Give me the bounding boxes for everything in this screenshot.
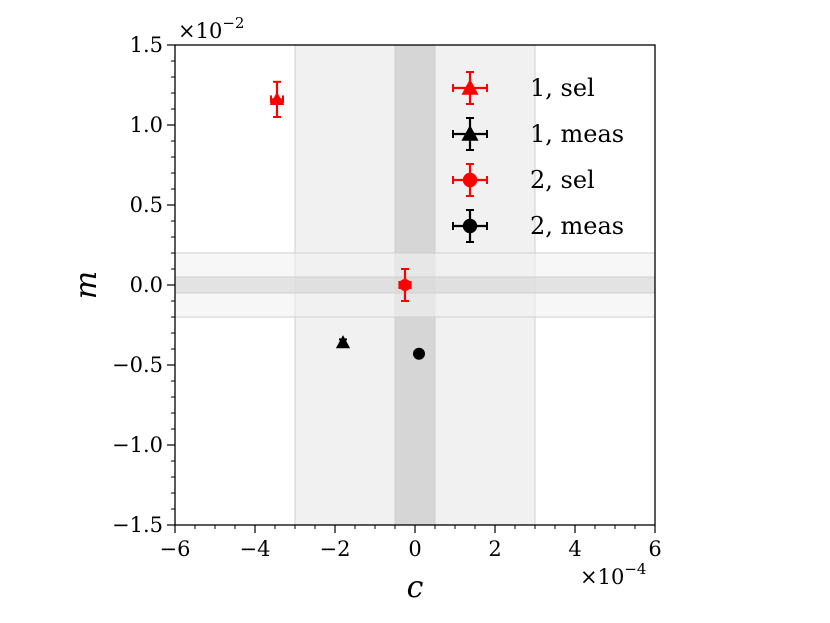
horizontal-band-1 bbox=[174, 276, 656, 294]
y-tick-label: 0.0 bbox=[130, 273, 163, 297]
data-point-1 bbox=[335, 335, 351, 349]
y-axis-label: m bbox=[69, 271, 104, 299]
x-tick-label: −2 bbox=[320, 537, 351, 561]
y-tick-label: −1.5 bbox=[112, 513, 163, 537]
y-tick-label: 0.5 bbox=[130, 193, 163, 217]
legend-handle-marker bbox=[462, 218, 478, 234]
y-tick-label: −0.5 bbox=[112, 353, 163, 377]
x-tick-label: 6 bbox=[648, 537, 661, 561]
x-multiplier-exponent: −4 bbox=[624, 560, 646, 578]
legend-handle-marker bbox=[462, 172, 478, 188]
data-point-3 bbox=[413, 347, 425, 360]
y-tick-label: 1.5 bbox=[130, 33, 163, 57]
data-point-0 bbox=[269, 91, 285, 106]
y-multiplier-exponent: −2 bbox=[222, 14, 244, 32]
x-tick-label: −4 bbox=[240, 537, 271, 561]
x-axis-label: c bbox=[407, 570, 424, 605]
legend-entry-label: 1, meas bbox=[530, 120, 624, 148]
y-multiplier: ×10−2 bbox=[178, 14, 244, 43]
data-point-2 bbox=[399, 279, 411, 291]
legend-entry-label: 2, sel bbox=[530, 166, 595, 194]
x-tick-label: −6 bbox=[160, 537, 191, 561]
legend-entry-label: 1, sel bbox=[530, 74, 595, 102]
x-tick-label: 4 bbox=[568, 537, 581, 561]
y-tick-label: 1.0 bbox=[130, 113, 163, 137]
y-tick-label: −1.0 bbox=[112, 433, 163, 457]
x-multiplier: ×10−4 bbox=[580, 560, 646, 589]
legend-handle-marker bbox=[461, 125, 479, 141]
x-tick-label: 2 bbox=[488, 537, 501, 561]
legend-handle-marker bbox=[461, 79, 479, 95]
x-tick-label: 0 bbox=[408, 537, 421, 561]
legend-entry-label: 2, meas bbox=[530, 212, 624, 240]
